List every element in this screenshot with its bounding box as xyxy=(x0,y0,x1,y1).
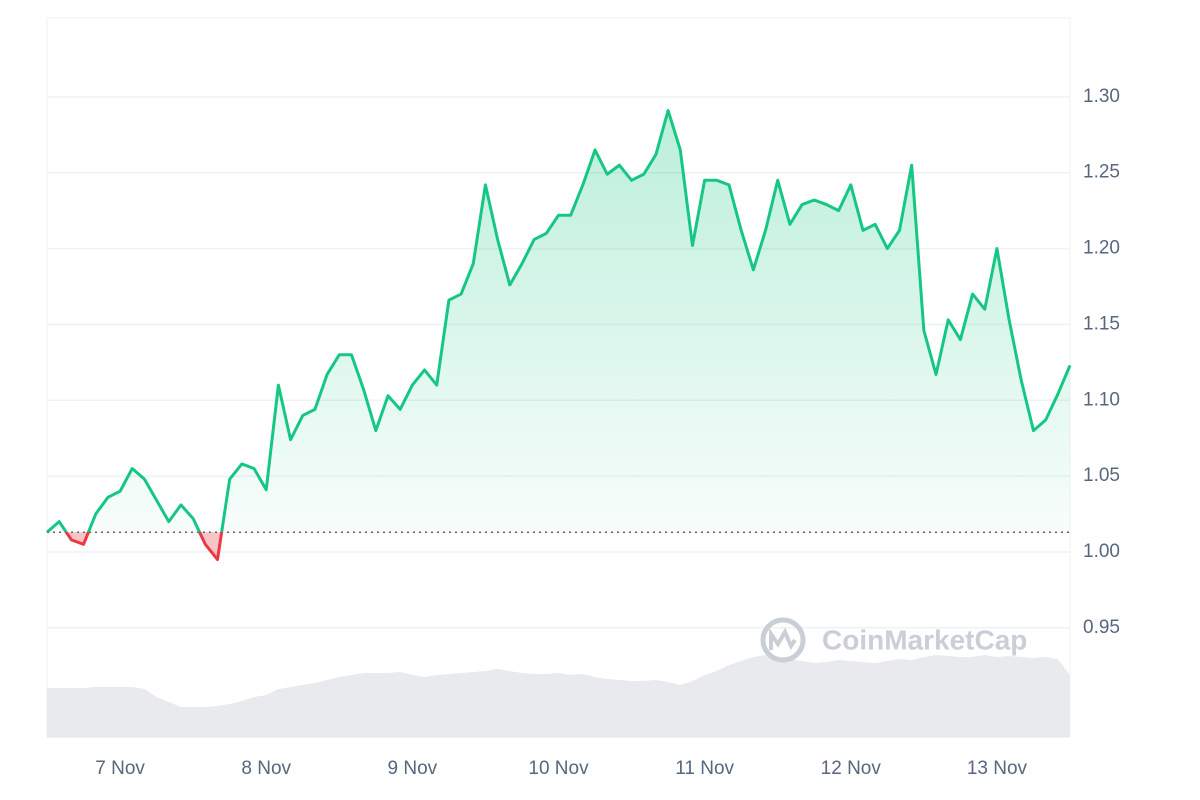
price-area xyxy=(47,110,1070,560)
watermark: CoinMarketCap xyxy=(760,617,1027,663)
volume-area xyxy=(47,655,1070,737)
x-tick-label: 9 Nov xyxy=(388,758,438,779)
price-line xyxy=(46,109,1072,562)
x-tick-label: 10 Nov xyxy=(528,758,589,779)
y-tick-label: 1.05 xyxy=(1083,465,1120,486)
y-tick-label: 1.20 xyxy=(1083,238,1120,259)
watermark-text: CoinMarketCap xyxy=(822,624,1027,655)
y-tick-label: 1.25 xyxy=(1083,162,1120,183)
x-tick-label: 13 Nov xyxy=(967,758,1028,779)
y-tick-label: 1.10 xyxy=(1083,389,1120,410)
x-tick-label: 8 Nov xyxy=(241,758,291,779)
y-tick-label: 1.00 xyxy=(1083,541,1120,562)
x-tick-label: 11 Nov xyxy=(675,758,734,779)
y-tick-label: 1.30 xyxy=(1083,86,1120,107)
x-tick-label: 7 Nov xyxy=(95,758,145,779)
y-tick-label: 1.15 xyxy=(1083,313,1120,334)
x-tick-label: 12 Nov xyxy=(821,758,882,779)
watermark-logo-mark xyxy=(769,627,797,651)
y-tick-label: 0.95 xyxy=(1083,617,1120,638)
watermark-logo xyxy=(760,617,806,663)
